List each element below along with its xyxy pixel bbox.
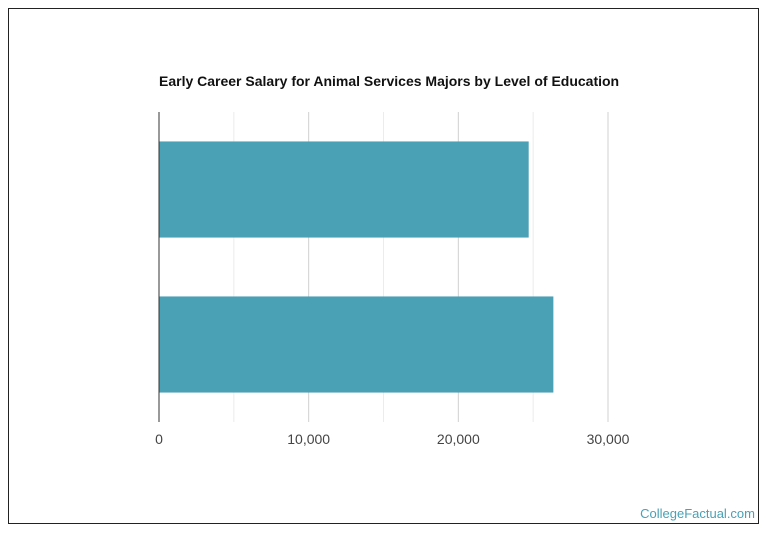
- x-axis-tick-labels: 0 10,000 20,000 30,000: [155, 431, 630, 447]
- bar-1: [159, 141, 529, 238]
- bars: [159, 141, 554, 393]
- bar-2: [159, 296, 554, 393]
- watermark-link[interactable]: CollegeFactual.com: [640, 506, 755, 521]
- x-tick-label: 30,000: [587, 431, 630, 447]
- x-tick-label: 20,000: [437, 431, 480, 447]
- x-tick-label: 10,000: [287, 431, 330, 447]
- x-tick-label: 0: [155, 431, 163, 447]
- chart-title: Early Career Salary for Animal Services …: [159, 73, 620, 89]
